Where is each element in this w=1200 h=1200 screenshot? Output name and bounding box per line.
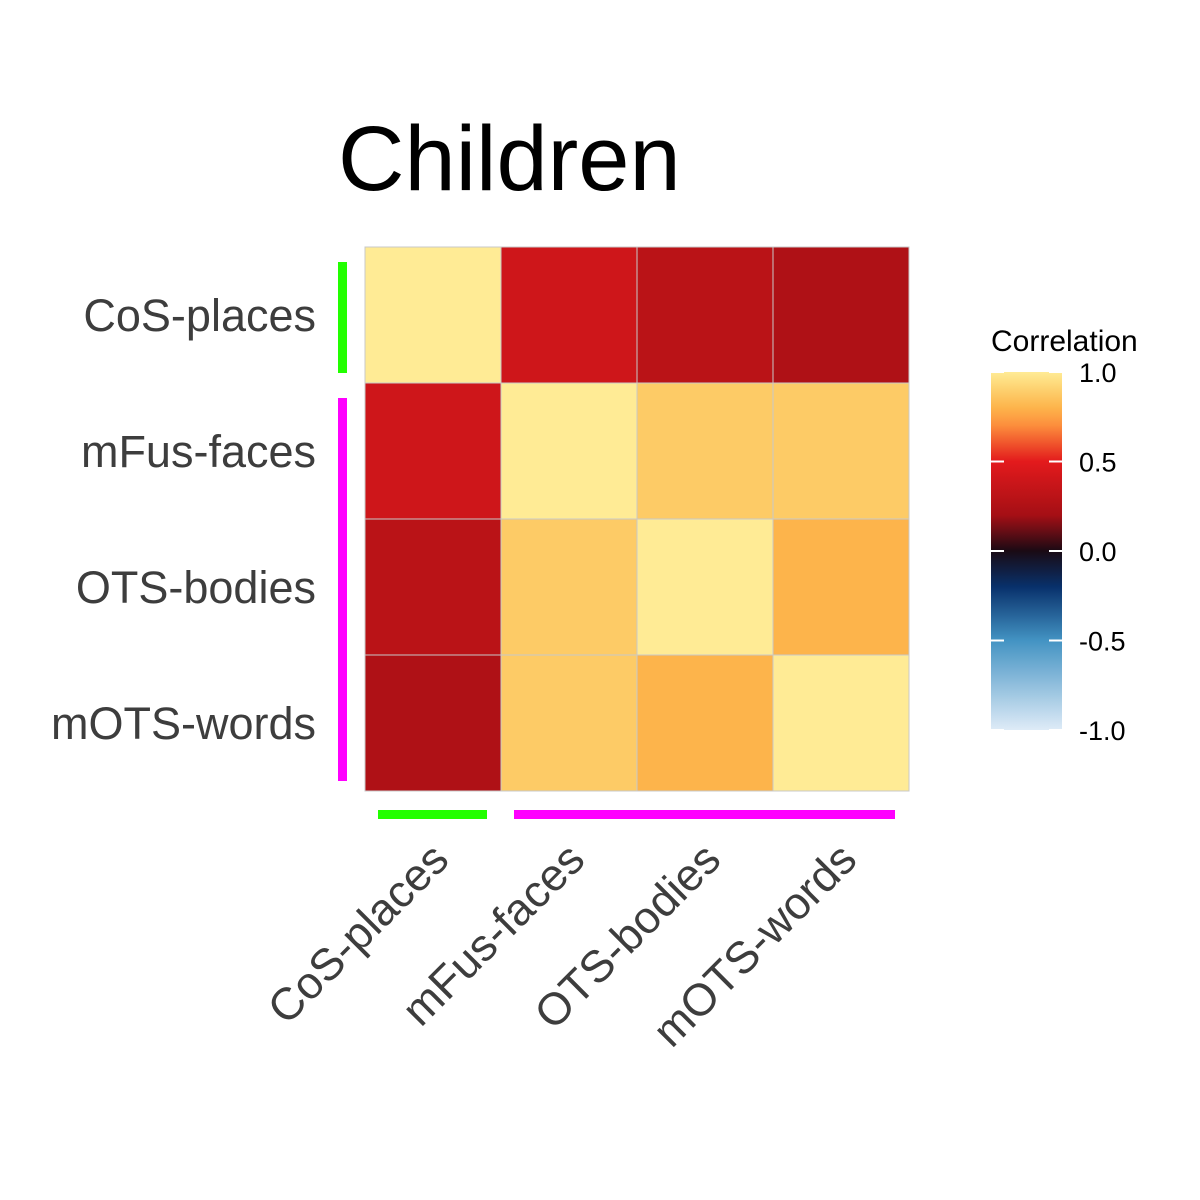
heatmap-cell bbox=[364, 518, 502, 656]
heatmap-cell bbox=[772, 382, 910, 520]
y-tick-label: mOTS-words bbox=[51, 698, 316, 749]
heatmap-cell bbox=[772, 654, 910, 792]
y-tick-label: CoS-places bbox=[83, 290, 316, 341]
legend-tick-label: -0.5 bbox=[1079, 627, 1126, 657]
legend-title: Correlation bbox=[991, 325, 1138, 358]
heatmap-cell bbox=[636, 654, 774, 792]
y-tick-label: mFus-faces bbox=[81, 426, 316, 477]
legend-tick-label: -1.0 bbox=[1079, 716, 1126, 746]
heatmap-cell bbox=[636, 246, 774, 384]
legend-tick-label: 1.0 bbox=[1079, 358, 1117, 388]
legend-tick-label: 0.0 bbox=[1079, 537, 1117, 567]
heatmap-cell bbox=[364, 246, 502, 384]
col-group-bars bbox=[378, 810, 895, 819]
heatmap-cell bbox=[772, 518, 910, 656]
row-group-bar bbox=[338, 262, 347, 373]
legend-tick-label: 0.5 bbox=[1079, 448, 1117, 478]
row-group-bar bbox=[338, 398, 347, 781]
heatmap-cell bbox=[636, 518, 774, 656]
heatmap-cell bbox=[364, 654, 502, 792]
col-group-bar bbox=[514, 810, 895, 819]
col-group-bar bbox=[378, 810, 487, 819]
color-legend: Correlation 1.0 0.5 0.0 -0.5 -1.0 bbox=[991, 325, 1138, 746]
heatmap-cells bbox=[364, 246, 910, 792]
heatmap-cell bbox=[364, 382, 502, 520]
heatmap-cell bbox=[772, 246, 910, 384]
heatmap-cell bbox=[500, 518, 638, 656]
y-tick-label: OTS-bodies bbox=[76, 562, 316, 613]
chart-title: Children bbox=[338, 108, 681, 210]
heatmap-cell bbox=[500, 382, 638, 520]
heatmap-cell bbox=[500, 246, 638, 384]
heatmap-cell bbox=[500, 654, 638, 792]
row-group-bars bbox=[338, 262, 347, 781]
y-tick-labels: CoS-places mFus-faces OTS-bodies mOTS-words bbox=[51, 290, 316, 749]
heatmap-cell bbox=[636, 382, 774, 520]
